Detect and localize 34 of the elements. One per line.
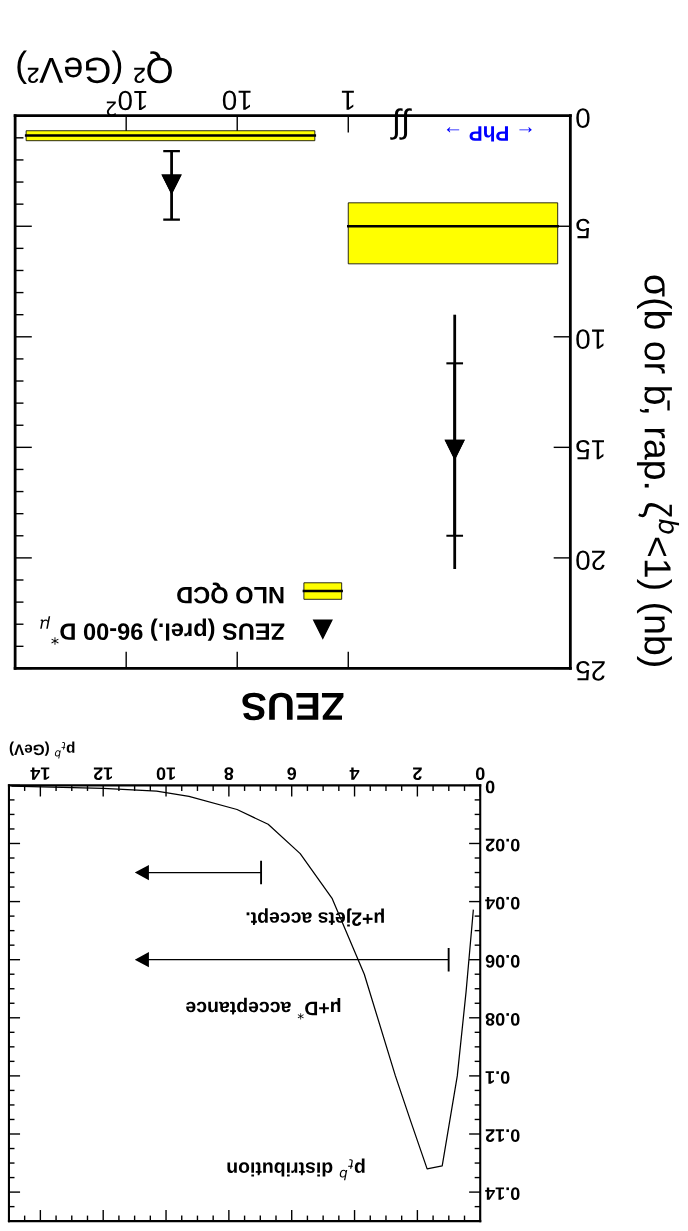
x-axis-title: Q² (GeV²) [17,50,172,85]
text: ZEUS [242,692,344,721]
y-tick-label: 0.04 [485,896,520,910]
y-tick-label: 25 [576,660,605,681]
x-tick-label: 10 [222,90,251,111]
x-tick-label: 4 [349,767,360,780]
x-tick-label: 12 [93,767,113,781]
y-axis-title: σ(b or b̄, rap. ζ$^{b}$<1) (nb) [636,275,680,666]
y-tick-label: 20 [576,550,605,571]
annotation: p$_{t}$$^{b}$ distribution [227,1158,365,1181]
annotation: ← PhP → [446,126,532,142]
legend-label: NLO QCD [177,582,284,604]
x-axis-title: p$_{t}$$^{b}$ (GeV) [9,741,75,759]
x-tick-label: 10 [156,767,175,781]
annotation: μ+D$^{*}$ acceptance [186,997,341,1020]
legend-label: ZEUS (prel.) 96-00 D$^{*}$$_{μ}$ [40,616,285,645]
y-tick-label: 15 [576,439,604,460]
y-tick-label: 0 [485,780,495,794]
y-tick-label: 0.02 [485,838,520,852]
x-tick-label: 8 [224,767,234,781]
x-tick-label: 0 [475,767,485,781]
y-tick-label: 0.08 [485,1012,520,1026]
y-tick-label: 0.06 [485,954,520,968]
y-tick-label: 0.1 [485,1071,510,1084]
x-tick-label: 14 [30,767,50,780]
y-tick-label: 0.14 [485,1187,520,1201]
y-tick-label: 10 [576,329,604,350]
x-tick-label: 2 [413,767,422,781]
annotation: μ+2jets accept. [246,908,384,927]
y-tick-label: 5 [576,218,590,239]
y-tick-label: 0.12 [485,1129,520,1142]
y-tick-label: 0 [576,108,590,128]
x-tick-label: 1 [341,90,354,110]
x-tick-label: 6 [287,767,297,781]
